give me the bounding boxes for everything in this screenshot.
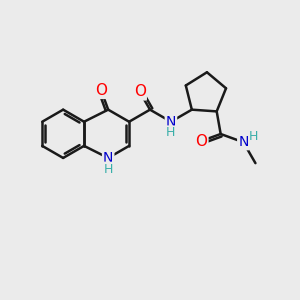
Text: N: N <box>166 115 176 129</box>
Text: N: N <box>103 151 113 165</box>
Text: H: H <box>166 126 176 140</box>
Text: O: O <box>195 134 207 148</box>
Text: O: O <box>95 83 107 98</box>
Text: O: O <box>134 84 146 99</box>
Text: H: H <box>103 163 113 176</box>
Text: H: H <box>249 130 258 143</box>
Text: N: N <box>238 135 249 149</box>
